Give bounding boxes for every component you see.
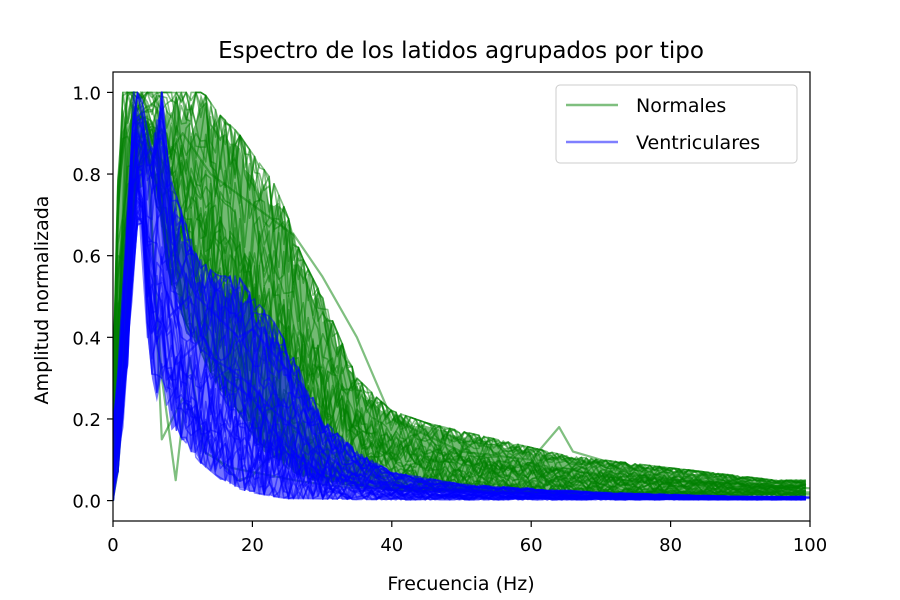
x-tick-label: 80 <box>659 535 682 556</box>
y-tick-label: 0.4 <box>72 328 101 349</box>
chart-title: Espectro de los latidos agrupados por ti… <box>218 38 704 64</box>
y-axis: 0.0 0.2 0.4 0.6 0.8 1.0 <box>72 83 113 513</box>
x-tick-label: 0 <box>107 535 118 556</box>
series-trace-normales <box>113 91 806 484</box>
y-tick-label: 0.0 <box>72 492 101 513</box>
series-trace-normales <box>113 91 807 485</box>
series-band-ventriculares <box>113 96 806 501</box>
series-trace-normales <box>113 127 807 491</box>
series-trace-normales <box>113 114 806 490</box>
y-tick-label: 0.6 <box>72 247 101 268</box>
x-tick-label: 100 <box>793 535 827 556</box>
series-trace-normales <box>113 130 807 492</box>
legend-label-normales: Normales <box>636 95 726 117</box>
plot-series-group <box>113 91 810 501</box>
y-axis-label: Amplitud normalizada <box>31 196 53 405</box>
series-trace-ventriculares <box>113 197 806 501</box>
y-tick-label: 1.0 <box>72 83 101 104</box>
x-tick-label: 60 <box>520 535 543 556</box>
x-axis: 0 20 40 60 80 100 <box>107 521 827 556</box>
y-tick-label: 0.2 <box>72 410 101 431</box>
y-tick-label: 0.8 <box>72 165 101 186</box>
x-tick-label: 40 <box>380 535 403 556</box>
series-line-ventriculares <box>113 111 810 501</box>
plot-frame <box>112 71 811 522</box>
legend: Normales Ventriculares <box>555 84 798 164</box>
series-line-ventriculares <box>113 132 810 501</box>
legend-label-ventriculares: Ventriculares <box>636 132 760 154</box>
series-trace-normales <box>113 92 807 487</box>
x-axis-label: Frecuencia (Hz) <box>387 573 534 595</box>
x-tick-label: 20 <box>241 535 264 556</box>
